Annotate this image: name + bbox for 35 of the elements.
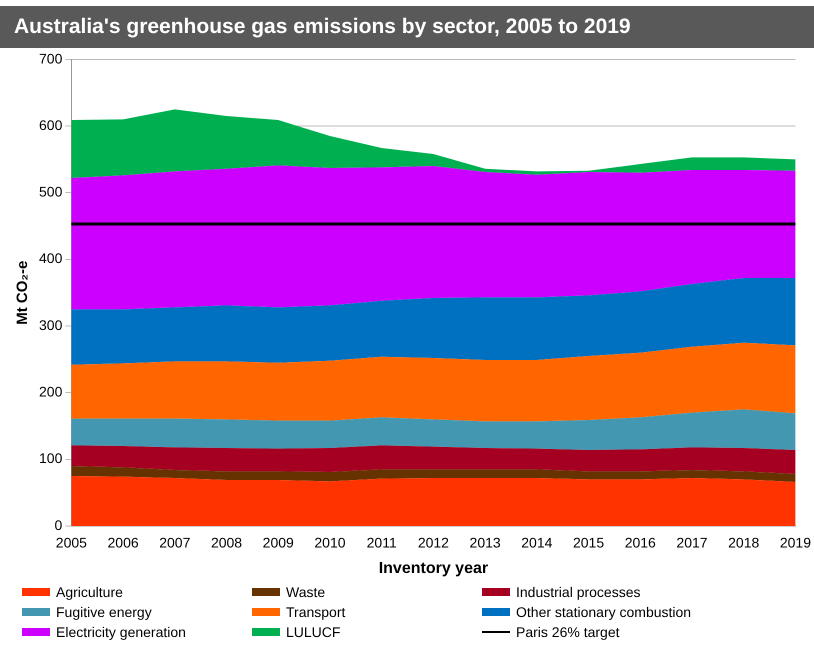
y-axis-title: Mt CO₂-e	[14, 260, 32, 325]
y-tick-label: 300	[39, 316, 63, 333]
x-tick-label: 2006	[108, 534, 139, 550]
x-tick-label: 2018	[728, 534, 760, 550]
x-tick-label: 2015	[572, 534, 604, 550]
x-axis-title: Inventory year	[378, 560, 488, 577]
y-tick-label: 200	[39, 384, 63, 400]
x-tick-label: 2013	[470, 534, 501, 550]
x-tick-label: 2011	[366, 534, 397, 550]
y-tick-label: 500	[39, 184, 63, 200]
x-tick-label: 2008	[210, 534, 242, 550]
chart-title: Australia's greenhouse gas emissions by sector, 2005 to 2019	[0, 6, 814, 48]
legend-label: Waste	[286, 584, 326, 600]
y-tick-label: 400	[39, 250, 63, 266]
x-tick-label: 2010	[314, 534, 346, 550]
x-tick-label: 2005	[56, 534, 88, 550]
x-tick-label: 2019	[780, 534, 812, 550]
legend-label: Agriculture	[56, 584, 123, 600]
legend-label: Transport	[286, 604, 346, 620]
x-tick-label: 2007	[159, 534, 191, 550]
x-tick-label: 2017	[676, 534, 708, 550]
y-tick-label: 600	[39, 116, 63, 133]
y-tick-label: 700	[39, 50, 63, 66]
x-tick-label: 2016	[624, 534, 656, 550]
legend-label: Other stationary combustion	[516, 604, 692, 620]
legend-label: Electricity generation	[56, 624, 186, 640]
x-tick-label: 2014	[521, 534, 553, 550]
legend-label: Fugitive energy	[56, 604, 152, 620]
y-tick-label: 100	[39, 450, 63, 466]
legend-label: Industrial processes	[516, 584, 641, 600]
y-tick-label: 0	[54, 516, 63, 533]
x-tick-label: 2012	[418, 534, 450, 550]
legend-label: LULUCF	[286, 624, 340, 640]
x-tick-label: 2009	[262, 534, 294, 550]
legend-label: Paris 26% target	[516, 624, 620, 640]
